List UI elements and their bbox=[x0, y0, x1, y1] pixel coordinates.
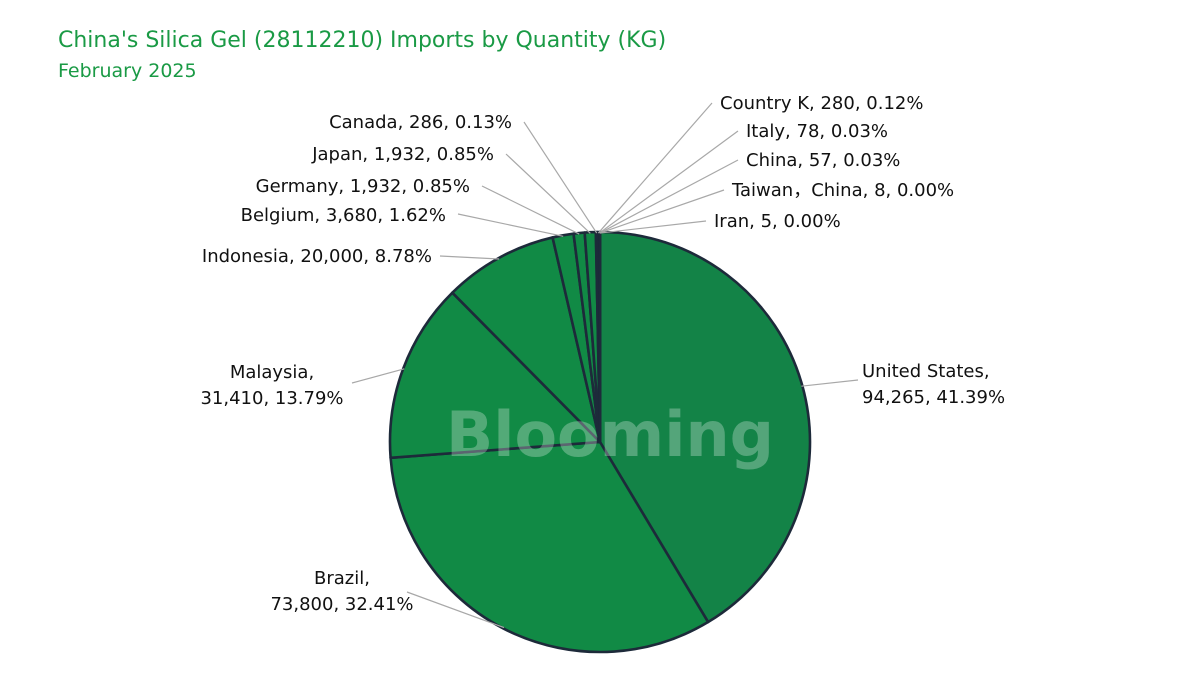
slice-label-iran: Iran, 5, 0.00% bbox=[714, 211, 841, 232]
slice-labels: United States, 94,265, 41.39% Brazil, 73,80… bbox=[200, 93, 1005, 615]
slice-label-united-states: United States, 94,265, 41.39% bbox=[862, 361, 1005, 408]
leader-line-brazil bbox=[406, 591, 505, 629]
leader-line-canada bbox=[523, 121, 598, 234]
leader-lines bbox=[351, 102, 859, 629]
slice-label-country-k: Country K, 280, 0.12% bbox=[720, 93, 923, 114]
slice-label-germany: Germany, 1,932, 0.85% bbox=[256, 176, 470, 197]
leader-line-belgium bbox=[457, 213, 564, 237]
pie-slice-malaysia bbox=[388, 291, 602, 460]
chart-subtitle: February 2025 bbox=[58, 60, 197, 82]
watermark: Blooming bbox=[446, 398, 774, 471]
slice-label-china: China, 57, 0.03% bbox=[746, 150, 900, 171]
leader-line-iran bbox=[599, 220, 707, 234]
leader-line-japan bbox=[505, 153, 591, 234]
slice-label-belgium: Belgium, 3,680, 1.62% bbox=[241, 205, 446, 226]
slice-label-malaysia: Malaysia, 31,410, 13.79% bbox=[200, 362, 343, 409]
slice-label-canada: Canada, 286, 0.13% bbox=[329, 112, 512, 133]
slice-label-taiwan-china: Taiwan，China, 8, 0.00% bbox=[731, 180, 954, 201]
leader-line-indonesia bbox=[439, 255, 500, 260]
slice-label-japan: Japan, 1,932, 0.85% bbox=[311, 144, 494, 165]
chart-title: China's Silica Gel (28112210) Imports by… bbox=[58, 28, 667, 53]
leader-line-italy bbox=[599, 130, 739, 234]
slice-label-italy: Italy, 78, 0.03% bbox=[746, 121, 888, 142]
leader-line-malaysia bbox=[351, 368, 405, 384]
slice-label-indonesia: Indonesia, 20,000, 8.78% bbox=[202, 246, 432, 267]
leader-line-united-states bbox=[801, 379, 859, 387]
leader-line-china bbox=[599, 159, 739, 234]
pie-slice-brazil bbox=[389, 440, 710, 654]
leader-line-germany bbox=[481, 185, 580, 235]
leader-line-country-k bbox=[597, 102, 713, 234]
pie-slices bbox=[388, 230, 812, 654]
leader-line-taiwan-china bbox=[599, 189, 725, 234]
slice-label-brazil: Brazil, 73,800, 32.41% bbox=[270, 568, 413, 615]
